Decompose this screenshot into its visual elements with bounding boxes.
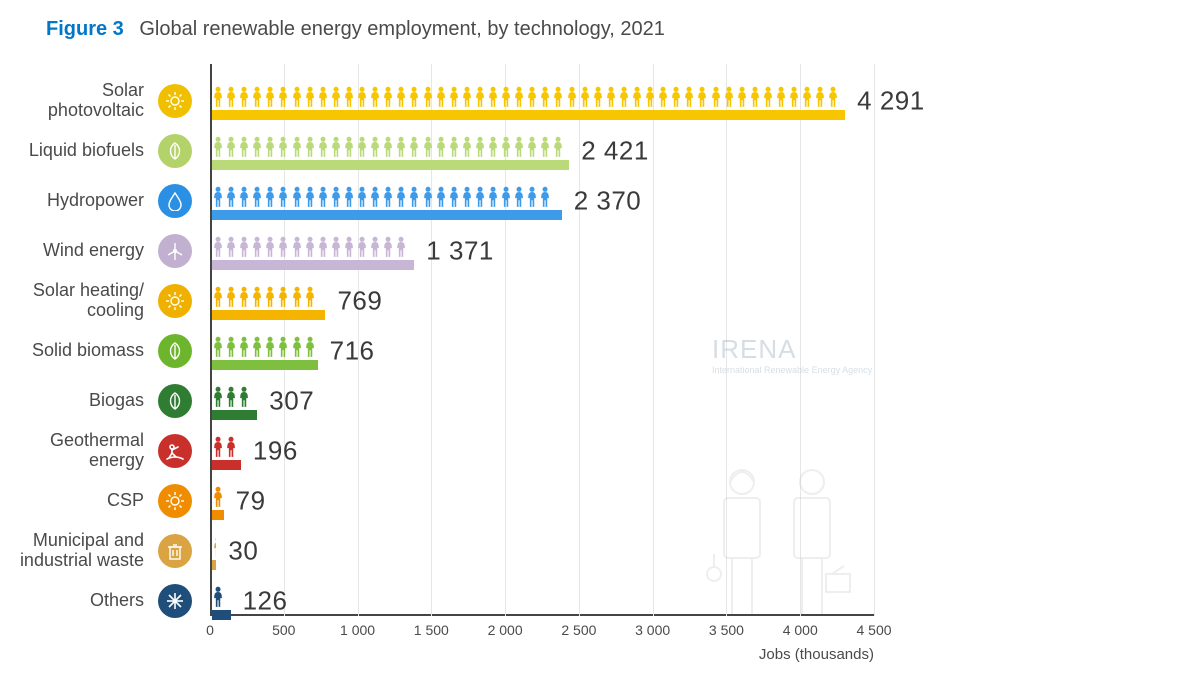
x-tick: 0 [206, 622, 214, 638]
x-tick: 1 500 [414, 622, 449, 638]
category-label: Municipal andindustrial waste [0, 531, 144, 571]
gridline [874, 64, 875, 616]
watermark-sub: International Renewable Energy Agency [712, 365, 872, 375]
pictogram-row [212, 186, 562, 210]
x-axis-label: Jobs (thousands) [210, 646, 880, 663]
x-tick: 4 500 [856, 622, 891, 638]
sun-icon [158, 284, 192, 318]
bar [212, 310, 325, 320]
pictogram-row [212, 536, 216, 560]
wind-icon [158, 234, 192, 268]
leaf-icon [158, 384, 192, 418]
category-label: Geothermalenergy [0, 431, 144, 471]
value-label: 1 371 [426, 236, 494, 267]
x-tick: 2 000 [488, 622, 523, 638]
irena-watermark: IRENA International Renewable Energy Age… [712, 334, 872, 375]
value-label: 2 421 [581, 136, 649, 167]
gridline [653, 64, 654, 616]
drop-icon [158, 184, 192, 218]
bar [212, 160, 569, 170]
bar [212, 410, 257, 420]
value-label: 769 [337, 286, 382, 317]
sun-icon [158, 484, 192, 518]
value-label: 79 [236, 486, 266, 517]
category-label: Solarphotovoltaic [0, 81, 144, 121]
value-label: 30 [228, 536, 258, 567]
gridline [579, 64, 580, 616]
value-label: 2 370 [574, 186, 642, 217]
value-label: 716 [330, 336, 375, 367]
category-label: Hydropower [0, 191, 144, 211]
category-label: Solar heating/cooling [0, 281, 144, 321]
pictogram-row [212, 336, 318, 360]
leaf-icon [158, 334, 192, 368]
bar [212, 460, 241, 470]
value-label: 307 [269, 386, 314, 417]
pictogram-row [212, 86, 845, 110]
category-label: Others [0, 591, 144, 611]
category-label: Wind energy [0, 241, 144, 261]
grid-icon [158, 584, 192, 618]
category-label: Liquid biofuels [0, 141, 144, 161]
bar [212, 510, 224, 520]
category-label: Solid biomass [0, 341, 144, 361]
figure-title-text: Global renewable energy employment, by t… [139, 18, 665, 40]
value-label: 196 [253, 436, 298, 467]
bar [212, 610, 231, 620]
figure-number: Figure 3 [46, 18, 124, 40]
x-tick: 1 000 [340, 622, 375, 638]
x-tick: 2 500 [561, 622, 596, 638]
category-label: Biogas [0, 391, 144, 411]
pictogram-row [212, 386, 257, 410]
bar [212, 360, 318, 370]
bar [212, 560, 216, 570]
figure-title: Figure 3 Global renewable energy employm… [46, 18, 665, 41]
value-label: 4 291 [857, 86, 925, 117]
pictogram-row [212, 586, 231, 610]
sun-icon [158, 84, 192, 118]
pictogram-row [212, 136, 569, 160]
x-tick: 500 [272, 622, 295, 638]
pictogram-row [212, 486, 224, 510]
watermark-brand: IRENA [712, 334, 872, 365]
pictogram-row [212, 436, 241, 460]
x-tick: 3 000 [635, 622, 670, 638]
pictogram-row [212, 286, 325, 310]
x-tick: 3 500 [709, 622, 744, 638]
leaf-icon [158, 134, 192, 168]
x-tick: 4 000 [783, 622, 818, 638]
figure: Figure 3 Global renewable energy employm… [0, 0, 1200, 675]
category-label: CSP [0, 491, 144, 511]
value-label: 126 [243, 586, 288, 617]
workers-illustration [694, 454, 864, 624]
bar [212, 260, 414, 270]
trash-icon [158, 534, 192, 568]
geo-icon [158, 434, 192, 468]
pictogram-row [212, 236, 414, 260]
bar [212, 110, 845, 120]
bar [212, 210, 562, 220]
